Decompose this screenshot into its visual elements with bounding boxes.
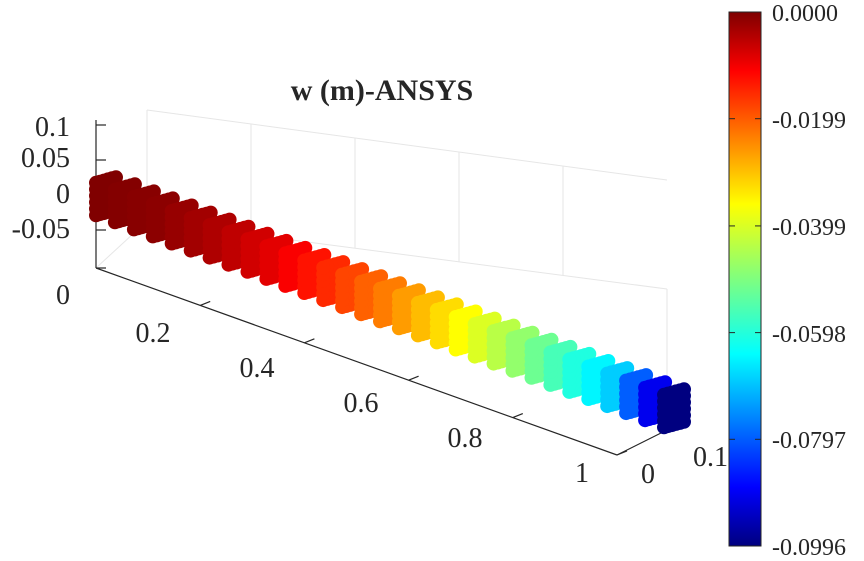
scatter-point [524,338,539,353]
x-axis-tick [304,338,315,344]
x-tick-label: 0.6 [344,388,379,419]
colorbar: 0.0000 -0.0199 -0.0399 -0.0598 -0.0797 -… [728,1,846,561]
x-tick-label: 1 [575,458,589,489]
colorbar-gradient [728,11,762,547]
x-axis-tick [616,450,628,456]
x-tick-label: 0.4 [240,353,275,384]
colorbar-tick-label: -0.0598 [772,322,846,348]
grid-line [146,109,668,181]
scatter-point [240,232,255,247]
scatter-points [89,170,691,435]
colorbar-tick-label: -0.0996 [772,535,846,561]
scatter-point [278,246,293,261]
scatter-point [391,288,406,303]
scatter-point [543,345,558,360]
z-axis-ticks: 0.1 0.05 0 -0.05 0 [12,112,70,311]
scatter-point [562,352,577,367]
colorbar-ticks [729,11,761,547]
scatter-point [316,260,331,275]
y-axis-line [616,429,668,456]
z-tick-label: 0.05 [21,143,70,174]
scatter-point [581,359,596,374]
scatter-point [467,317,482,332]
x-axis-line [95,267,618,456]
z-tick-label: 0.1 [35,112,70,143]
scatter-point [89,175,103,190]
scatter-point [202,218,217,233]
y-axis-ticks: 0 0.1 [641,442,728,490]
scatter-point [657,387,671,402]
x-axis-tick [408,375,419,381]
colorbar-tick-label: 0.0000 [772,1,838,27]
scatter-point [600,366,615,381]
x-axis-tick [199,300,211,306]
colorbar-tick-label: -0.0199 [772,108,846,134]
z-tick-label: 0 [56,280,70,311]
scatter-point [448,310,463,324]
scatter-point [221,225,236,240]
scatter-point [297,253,312,268]
scatter-point [259,239,274,254]
scatter-point [486,324,501,339]
scatter-point [107,182,122,197]
x-tick-label: 0.8 [448,423,483,454]
scatter-point [410,295,425,310]
z-tick-label: 0 [56,179,70,210]
y-tick-label: 0 [641,459,655,490]
scatter-point [354,274,369,289]
x-axis-tick [512,413,524,419]
x-axis-ticks: 0.2 0.4 0.6 0.8 1 [136,318,590,489]
scatter-point [505,331,520,346]
scatter-point [145,196,160,211]
scatter-point [429,302,444,317]
scatter-point [335,267,350,282]
scatter-point [126,189,141,204]
colorbar-tick-label: -0.0797 [772,428,846,454]
scatter-point [164,204,179,218]
scatter-point [373,281,387,296]
z-tick-label: -0.05 [12,214,70,245]
scatter-point [638,380,653,395]
scatter-point [183,211,198,226]
scatter-point [619,373,634,388]
colorbar-tick-label: -0.0399 [772,215,846,241]
x-tick-label: 0.2 [136,318,171,349]
y-tick-label: 0.1 [693,442,728,473]
plot-title: w (m)-ANSYS [291,74,474,107]
